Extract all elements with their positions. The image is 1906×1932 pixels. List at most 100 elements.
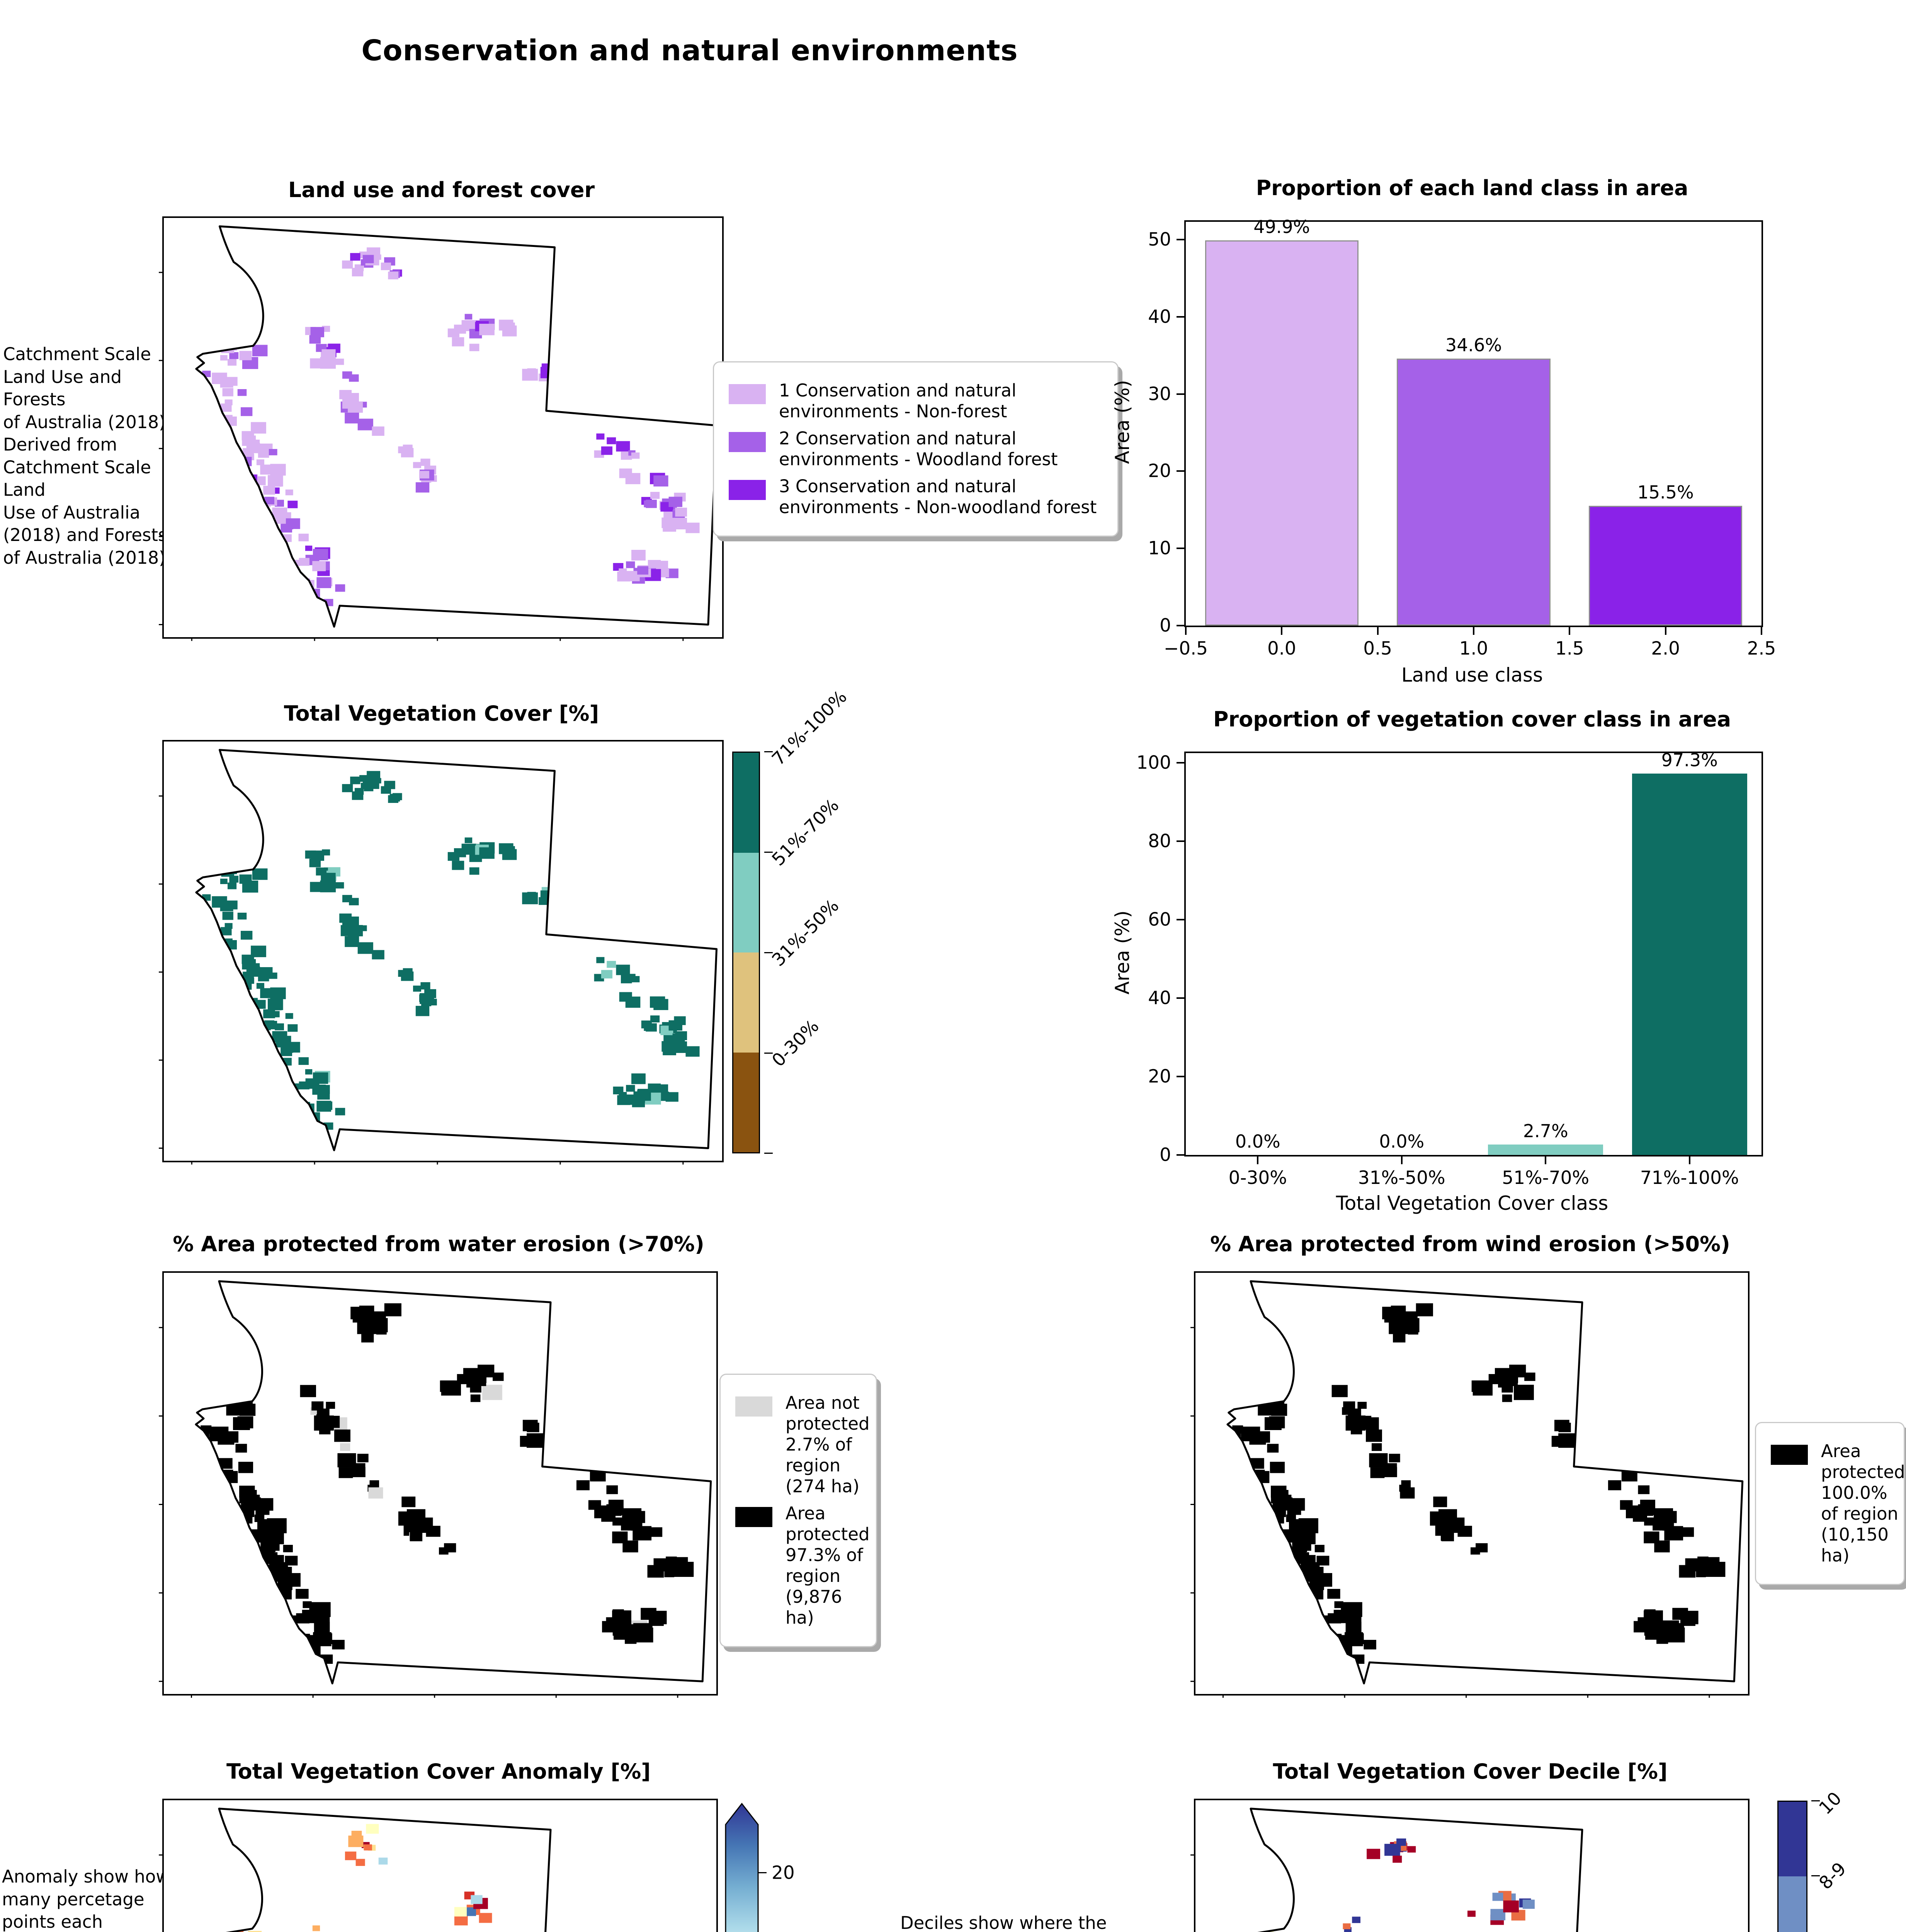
y-tick <box>1177 470 1186 472</box>
y-tick-label: 30 <box>1148 383 1171 405</box>
map-decile <box>1194 1799 1750 1932</box>
legend-item: 2 Conservation and natural environments … <box>729 428 1103 470</box>
x-tick <box>1688 1155 1690 1164</box>
legend-swatch <box>735 1396 772 1417</box>
map-anomaly <box>162 1799 718 1932</box>
map-vegcover-title: Total Vegetation Cover [%] <box>284 701 599 726</box>
x-tick-label: 0-30% <box>1228 1167 1287 1189</box>
map-anomaly-title: Total Vegetation Cover Anomaly [%] <box>226 1759 651 1784</box>
bar <box>1488 1144 1603 1155</box>
colorbar-segment <box>733 753 759 853</box>
y-tick-label: 50 <box>1148 229 1171 250</box>
bar-value-label: 97.3% <box>1661 749 1718 770</box>
colorbar-tick-label: 51%-70% <box>767 794 843 870</box>
y-tick-label: 40 <box>1148 987 1171 1009</box>
map-wind-erosion <box>1194 1271 1750 1696</box>
x-tick-label: 31%-50% <box>1358 1167 1445 1189</box>
anomaly-colorbar-tick <box>758 1872 767 1874</box>
catchment-boundary <box>1228 1809 1743 1932</box>
anomaly-colorbar-tick-label: 20 <box>772 1862 795 1884</box>
chart-landclass-ylabel: Area (%) <box>1111 380 1134 464</box>
colorbar-segment <box>733 952 759 1053</box>
legend-swatch <box>735 1507 772 1527</box>
map-water-canvas <box>164 1273 716 1694</box>
y-tick-label: 20 <box>1148 1066 1171 1087</box>
colorbar-segment <box>1778 1876 1806 1932</box>
landuse-source-note: Catchment Scale Land Use and Forests of … <box>3 344 167 568</box>
legend-label: Area protected 100.0% of region (10,150 … <box>1821 1441 1905 1566</box>
decile-colorbar <box>1777 1801 1807 1932</box>
legend-label: 1 Conservation and natural environments … <box>779 380 1017 422</box>
x-tick-label: 2.0 <box>1651 638 1680 659</box>
map-anomaly-canvas <box>164 1800 716 1932</box>
anomaly-colorbar: 20100−10−20 <box>724 1803 795 1932</box>
legend-swatch <box>729 480 766 500</box>
x-tick-label: 0.5 <box>1363 638 1393 659</box>
x-tick <box>1257 1155 1259 1164</box>
y-tick <box>1177 316 1186 318</box>
decile-note: Deciles show where the pixel value lies … <box>900 1913 1107 1932</box>
bar <box>1205 240 1359 626</box>
map-decile-canvas <box>1195 1800 1748 1932</box>
anomaly-colorbar-tick-label: 10 <box>772 1931 795 1932</box>
y-tick <box>1177 1154 1186 1156</box>
bar-value-label: 15.5% <box>1637 482 1694 503</box>
chart-vegclass: 0 20 40 60 80 100 0.0% 0.0% 2.7% 97.3% 0-30% 31%-50… <box>1136 749 1763 1189</box>
y-tick-label: 100 <box>1136 752 1171 774</box>
map-decile-title: Total Vegetation Cover Decile [%] <box>1273 1759 1668 1784</box>
catchment-boundary <box>196 1281 711 1684</box>
decile-colorbar-labels: 108-94-72-31 <box>1811 1788 1850 1932</box>
colorbar-segment <box>733 852 759 952</box>
y-tick <box>1177 997 1186 999</box>
x-tick <box>1545 1155 1547 1164</box>
x-tick <box>1185 626 1187 635</box>
colorbar-tick <box>764 1053 773 1054</box>
legend-label: Area not protected 2.7% of region (274 h… <box>786 1393 870 1497</box>
legend-swatch <box>729 432 766 452</box>
catchment-boundary <box>196 750 717 1150</box>
water-erosion-legend: Area not protected 2.7% of region (274 h… <box>719 1374 877 1647</box>
x-tick-label: 0.0 <box>1267 638 1296 659</box>
legend-label: 2 Conservation and natural environments … <box>779 428 1058 469</box>
map-wind-canvas <box>1195 1273 1748 1694</box>
x-tick <box>1281 626 1283 635</box>
colorbar-tick-label: 71%-100% <box>767 686 851 770</box>
catchment-boundary <box>1228 1281 1743 1684</box>
legend-swatch <box>1771 1445 1808 1465</box>
x-tick <box>1473 626 1474 635</box>
map-landuse-title: Land use and forest cover <box>288 178 595 202</box>
x-tick <box>1665 626 1666 635</box>
x-tick-label: −0.5 <box>1163 638 1208 659</box>
y-tick <box>1177 238 1186 240</box>
bar-value-label: 0.0% <box>1379 1131 1425 1152</box>
map-water-erosion <box>162 1271 718 1696</box>
bar-value-label: 2.7% <box>1523 1120 1568 1141</box>
vegcover-colorbar-labels: 71%-100% 51%-70% 31%-50% 0-30% <box>764 686 851 1154</box>
y-tick-label: 0 <box>1160 615 1171 636</box>
bar-value-label: 34.6% <box>1445 334 1502 355</box>
y-tick-label: 0 <box>1160 1144 1171 1166</box>
map-landuse-canvas <box>164 218 722 637</box>
landuse-legend: 1 Conservation and natural environments … <box>713 361 1119 537</box>
legend-item: Area not protected 2.7% of region (274 h… <box>735 1393 870 1497</box>
x-tick-label: 1.5 <box>1555 638 1584 659</box>
map-landuse <box>162 216 724 639</box>
map-wind-title: % Area protected from wind erosion (>50%… <box>1210 1232 1730 1256</box>
y-tick <box>1177 625 1186 626</box>
catchment-boundary <box>196 1809 711 1932</box>
colorbar-tick-label: 8-9 <box>1814 1858 1850 1894</box>
y-tick <box>1177 762 1186 764</box>
bar-value-label: 49.9% <box>1253 216 1310 237</box>
chart-vegclass-ylabel: Area (%) <box>1111 910 1134 995</box>
colorbar-tick-label: 31%-50% <box>767 895 843 971</box>
y-tick <box>1177 919 1186 921</box>
chart-vegclass-title: Proportion of vegetation cover class in … <box>1213 707 1731 731</box>
legend-swatch <box>729 384 766 404</box>
vegcover-colorbar <box>732 752 760 1153</box>
legend-label: 3 Conservation and natural environments … <box>779 476 1097 517</box>
x-tick-label: 2.5 <box>1747 638 1776 659</box>
page-title: Conservation and natural environments <box>361 34 1018 67</box>
bar <box>1397 358 1551 626</box>
y-tick-label: 80 <box>1148 830 1171 852</box>
